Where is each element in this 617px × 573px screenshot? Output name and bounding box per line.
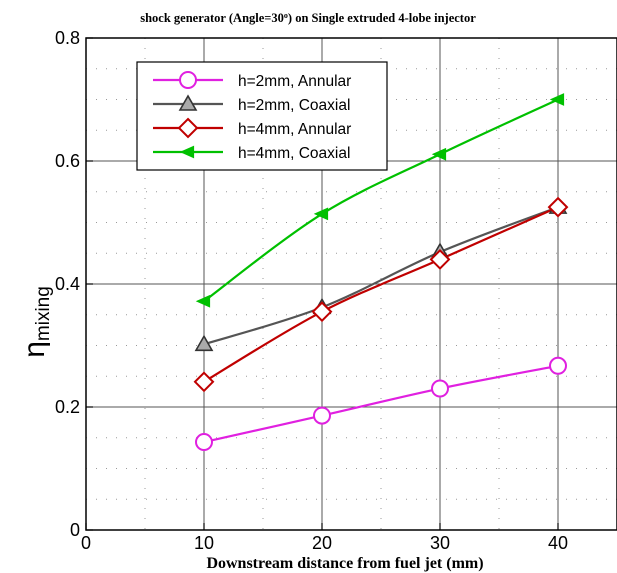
data-point-circle bbox=[313, 406, 331, 425]
y-axis-ticks: 0 0.2 0.4 0.6 0.8 bbox=[55, 28, 93, 540]
data-point-diamond bbox=[193, 371, 215, 393]
data-point-circle bbox=[179, 71, 197, 89]
y-tick-label: 0.2 bbox=[55, 397, 80, 417]
data-point-diamond bbox=[429, 248, 451, 270]
data-point-triangle-left bbox=[313, 207, 329, 221]
data-point-triangle-left bbox=[431, 147, 447, 161]
data-point-diamond bbox=[311, 301, 333, 323]
data-point-triangle-left bbox=[195, 294, 211, 308]
legend-entry-label: h=4mm, Annular bbox=[238, 121, 351, 138]
data-point-diamond bbox=[177, 117, 199, 139]
data-point-triangle-left bbox=[179, 145, 195, 159]
x-tick-label: 40 bbox=[548, 533, 568, 553]
series-line-3 bbox=[203, 206, 559, 383]
y-tick-label: 0 bbox=[70, 520, 80, 540]
y-tick-label: 0.4 bbox=[55, 274, 80, 294]
data-point-diamond bbox=[547, 196, 569, 218]
series-line-2 bbox=[203, 206, 559, 346]
chart-title: shock generator (Angle=30o) on Single ex… bbox=[140, 11, 476, 26]
data-point-circle bbox=[549, 356, 567, 375]
y-axis-label: ηmixing bbox=[18, 286, 54, 358]
x-tick-label: 30 bbox=[430, 533, 450, 553]
series-line-4 bbox=[203, 98, 559, 303]
x-tick-label: 20 bbox=[312, 533, 332, 553]
x-axis-ticks: 0 10 20 30 40 bbox=[81, 523, 568, 553]
legend-entry-label: h=2mm, Coaxial bbox=[238, 97, 350, 114]
x-tick-label: 10 bbox=[194, 533, 214, 553]
data-point-circle bbox=[195, 433, 213, 452]
series-line-1 bbox=[203, 364, 559, 444]
legend: h=2mm, Annular h=2mm, Coaxial h=4mm, Annul… bbox=[136, 61, 388, 171]
data-point-circle bbox=[431, 379, 449, 398]
legend-entry-label: h=2mm, Annular bbox=[238, 73, 351, 90]
data-point-triangle-left bbox=[549, 93, 565, 106]
data-point-triangle bbox=[194, 334, 214, 352]
x-axis-label: Downstream distance from fuel jet (mm) bbox=[206, 555, 483, 572]
data-point-triangle bbox=[178, 94, 198, 111]
x-tick-label: 0 bbox=[81, 533, 91, 553]
y-tick-label: 0.8 bbox=[55, 28, 80, 48]
y-tick-label: 0.6 bbox=[55, 151, 80, 171]
series-group bbox=[193, 93, 569, 452]
legend-entry-label: h=4mm, Coaxial bbox=[238, 145, 350, 162]
